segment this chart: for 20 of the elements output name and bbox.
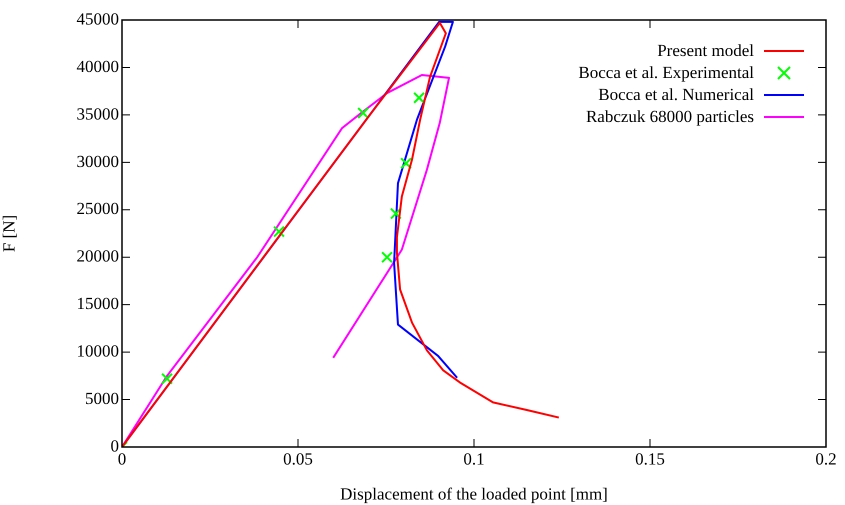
y-tick-label: 10000: [76, 342, 119, 361]
x-tick-label: 0.2: [815, 450, 837, 469]
y-tick-label: 5000: [85, 389, 119, 408]
x-axis-title: Displacement of the loaded point [mm]: [340, 484, 608, 504]
legend-label: Present model: [657, 40, 754, 62]
legend-label: Bocca et al. Numerical: [598, 84, 754, 106]
legend-label: Rabczuk 68000 particles: [586, 106, 754, 128]
y-tick-label: 30000: [76, 152, 119, 171]
y-tick-label: 45000: [76, 9, 119, 28]
x-tick-label: 0.05: [283, 450, 313, 469]
y-tick-label: 35000: [76, 104, 119, 124]
y-tick-label: 0: [110, 436, 119, 456]
y-tick-label: 25000: [76, 199, 119, 218]
y-tick-label: 40000: [76, 56, 119, 76]
x-tick-label: 0.1: [463, 450, 485, 469]
y-tick-label: 20000: [76, 246, 119, 266]
legend-label: Bocca et al. Experimental: [578, 62, 754, 84]
y-tick-label: 15000: [76, 294, 119, 314]
y-axis-title: F [N]: [0, 214, 19, 252]
x-tick-label: 0.15: [635, 450, 665, 469]
